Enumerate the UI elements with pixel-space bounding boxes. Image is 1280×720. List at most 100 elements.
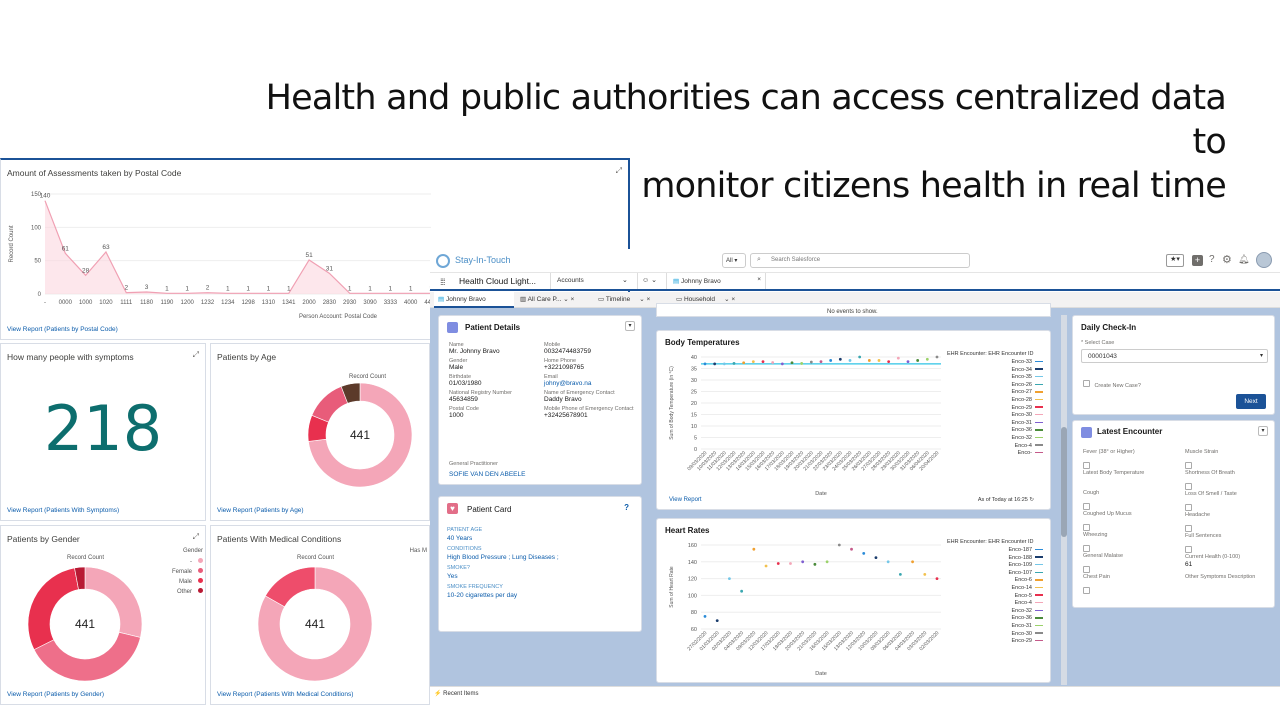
data-label: 1 <box>267 285 271 292</box>
patient-field: Name of Emergency Contact Daddy Bravo <box>544 390 639 403</box>
chevron-down-icon: ▾ <box>1259 353 1263 359</box>
encounter-checkbox[interactable] <box>1083 524 1090 531</box>
legend-swatch <box>198 558 203 563</box>
encounter-checkbox[interactable] <box>1185 483 1192 490</box>
refresh-icon[interactable]: ↻ <box>1029 497 1034 503</box>
encounter-checkbox[interactable] <box>1185 504 1192 511</box>
legend-item: Enco-29 <box>947 638 1047 644</box>
legend-label: - <box>190 559 192 565</box>
gender-donut: 441 <box>27 566 143 682</box>
x-tick-label: 1111 <box>120 300 133 306</box>
expand-icon[interactable]: ⤢ <box>192 532 199 541</box>
subtab-johnny-bravo[interactable]: ▤ Johnny Bravo <box>434 292 514 308</box>
legend-swatch <box>198 578 203 583</box>
search-scope-select[interactable]: All ▾ <box>722 253 746 268</box>
x-tick-label: 0000 <box>59 300 73 306</box>
recent-items-icon: ⚡ <box>434 691 442 697</box>
encounter-field <box>1185 519 1275 532</box>
next-button[interactable]: Next <box>1236 394 1266 409</box>
new-case-checkbox[interactable] <box>1083 380 1090 387</box>
legend-label: Enco-4 <box>1014 442 1032 449</box>
favorites-icon[interactable]: ★▾ <box>1166 254 1184 267</box>
hr-title: Heart Rates <box>665 526 710 535</box>
assessments-title: Amount of Assessments taken by Postal Co… <box>7 168 182 178</box>
encounter-checkbox[interactable] <box>1083 462 1090 469</box>
field-label: Gender <box>449 358 468 364</box>
search-input[interactable]: ⌕ Search Salesforce <box>750 253 970 268</box>
data-point <box>829 359 833 362</box>
encounter-field <box>1185 540 1275 553</box>
field-value: 45634859 <box>449 396 478 403</box>
legend-label: Female <box>171 569 192 575</box>
data-point <box>877 359 881 362</box>
help-icon[interactable]: ? <box>624 503 629 512</box>
patient-icon <box>447 322 458 333</box>
expand-icon[interactable]: ⤢ <box>615 166 622 175</box>
chevron-down-icon[interactable]: ▾ <box>1258 426 1268 436</box>
encounter-field <box>1185 498 1275 511</box>
encounter-checkbox[interactable] <box>1185 546 1192 553</box>
encounter-checkbox[interactable] <box>1083 545 1090 552</box>
gender-view-report-link[interactable]: View Report (Patients by Gender) <box>7 691 105 698</box>
y-tick-label: 60 <box>691 627 697 633</box>
x-tick-label: 2930 <box>343 300 357 306</box>
scrollbar[interactable] <box>1061 315 1067 685</box>
avatar[interactable] <box>1256 252 1272 268</box>
temps-view-report-link[interactable]: View Report <box>669 497 702 503</box>
recent-items-bar[interactable]: ⚡ Recent Items <box>430 686 1280 700</box>
symptoms-count: 218 <box>43 392 163 465</box>
conditions-view-report-link[interactable]: View Report (Patients With Medical Condi… <box>217 691 354 698</box>
data-point <box>801 560 805 564</box>
age-view-report-link[interactable]: View Report (Patients by Age) <box>217 507 304 514</box>
encounter-checkbox[interactable] <box>1083 566 1090 573</box>
gender-legend-item: Female <box>163 568 203 575</box>
subtab-household[interactable]: ▭ Household ⌄ × <box>676 296 736 303</box>
encounter-checkbox[interactable] <box>1083 503 1090 510</box>
subtab-timeline[interactable]: ▭ Timeline ⌄ × <box>598 296 651 303</box>
setup-gear-icon[interactable]: ⚙ <box>1222 254 1232 266</box>
new-case-checkbox-row[interactable]: Create New Case? <box>1083 374 1141 392</box>
encounter-checkbox[interactable] <box>1185 462 1192 469</box>
age-legend-title: Record Count <box>349 374 387 380</box>
donut-slice <box>311 386 349 423</box>
donut-total: 441 <box>75 617 95 631</box>
field-value: 0032474483759 <box>544 348 591 355</box>
nav-accounts-tab[interactable]: Accounts <box>550 273 638 289</box>
assessments-view-report-link[interactable]: View Report (Patients by Postal Code) <box>7 326 118 333</box>
encounter-field <box>1083 518 1173 531</box>
expand-icon[interactable]: ⤢ <box>192 350 199 359</box>
x-tick-label: 1298 <box>241 300 255 306</box>
y-tick-label: 35 <box>691 367 697 373</box>
app-launcher-icon[interactable]: ⁞⁞⁞ <box>440 277 445 287</box>
add-icon[interactable]: + <box>1192 255 1203 266</box>
donut-slice <box>308 382 413 488</box>
subtab-label: All Care P... <box>527 296 562 303</box>
data-point <box>874 556 878 559</box>
encounter-field <box>1185 477 1275 490</box>
data-point <box>858 355 862 359</box>
encounter-field-label: Other Symptoms Description <box>1185 574 1256 580</box>
help-icon[interactable]: ? <box>1209 254 1215 265</box>
symptoms-view-report-link[interactable]: View Report (Patients With Symptoms) <box>7 507 120 514</box>
encounter-checkbox[interactable] <box>1185 525 1192 532</box>
chevron-down-icon[interactable]: ⌄ <box>622 277 628 284</box>
data-label: 1 <box>409 285 413 292</box>
nav-more-icon[interactable]: ☺ ⌄ <box>642 277 657 284</box>
conditions-panel: Patients With Medical Conditions Record … <box>210 525 430 705</box>
legend-swatch <box>1035 375 1043 378</box>
gp-link[interactable]: SOFIE VAN DEN ABEELE <box>449 471 526 478</box>
field-value[interactable]: johny@bravo.na <box>544 380 592 387</box>
field-value: 01/03/1980 <box>449 380 482 387</box>
encounter-checkbox[interactable] <box>1083 587 1090 594</box>
gender-legend: Gender - Female Male Other <box>163 548 203 598</box>
nav-record-tab[interactable]: ▤ Johnny Bravo × <box>666 273 766 289</box>
field-label: Postal Code <box>449 406 479 412</box>
subtab-care-plans[interactable]: ▥ All Care P... ⌄ × <box>520 296 575 303</box>
legend-item: Enco-4 <box>947 443 1047 449</box>
close-icon[interactable]: × <box>757 276 761 283</box>
notifications-bell-icon[interactable]: 🔔︎ <box>1238 254 1250 264</box>
chevron-down-icon[interactable]: ▾ <box>625 321 635 331</box>
hr-legend-title: EHR Encounter: EHR Encounter ID <box>947 539 1034 545</box>
gender-legend-title: Record Count <box>67 555 105 561</box>
select-case-dropdown[interactable]: 00001043 ▾ <box>1081 349 1268 363</box>
